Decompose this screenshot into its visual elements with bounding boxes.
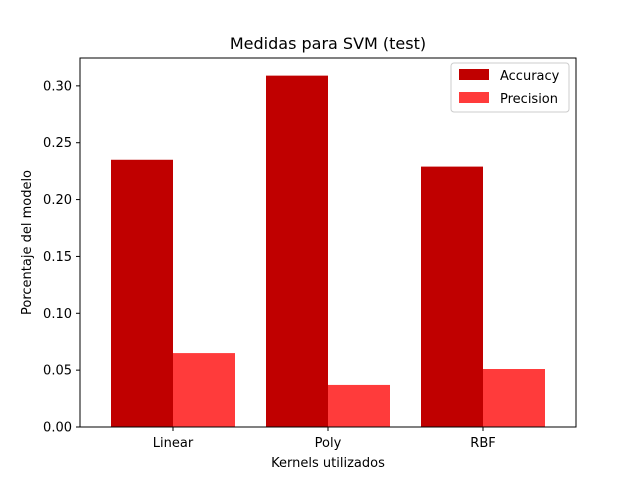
bar-precision-poly: [328, 384, 390, 427]
y-tick-label: 0.05: [43, 364, 72, 379]
legend-label-accuracy: Accuracy: [500, 69, 560, 84]
bar-accuracy-rbf: [421, 166, 483, 427]
y-tick-label: 0.25: [43, 136, 72, 151]
x-axis-label: Kernels utilizados: [271, 456, 385, 471]
legend-label-precision: Precision: [500, 92, 558, 107]
legend: Accuracy Precision: [450, 62, 570, 113]
y-tick-label: 0.20: [43, 193, 72, 208]
y-tick-label: 0.15: [43, 250, 72, 265]
x-axis-ticks: Linear Poly RBF: [153, 427, 496, 451]
bars-layer: [111, 75, 545, 427]
x-tick-label: RBF: [470, 436, 495, 451]
bar-accuracy-poly: [266, 75, 328, 427]
plot-area-frame: [79, 57, 577, 428]
legend-swatch-accuracy: [459, 69, 489, 80]
x-tick-label: Poly: [315, 436, 342, 451]
x-tick-label: Linear: [153, 436, 194, 451]
bar-precision-linear: [173, 353, 235, 427]
y-tick-label: 0.30: [43, 79, 72, 94]
chart-title: Medidas para SVM (test): [230, 34, 426, 53]
y-axis-ticks: 0.00 0.05 0.10 0.15 0.20 0.25 0.30: [43, 79, 80, 436]
bar-precision-rbf: [483, 369, 545, 427]
legend-entries: Accuracy Precision: [459, 69, 560, 107]
y-axis-label: Porcentaje del modelo: [20, 170, 35, 315]
bar-accuracy-linear: [111, 159, 173, 427]
y-tick-label: 0.00: [43, 421, 72, 436]
legend-swatch-precision: [459, 92, 489, 103]
y-tick-label: 0.10: [43, 307, 72, 322]
